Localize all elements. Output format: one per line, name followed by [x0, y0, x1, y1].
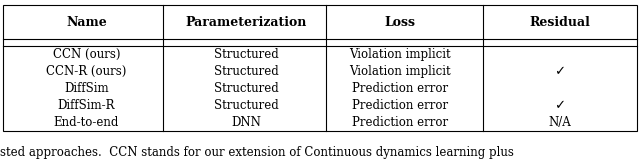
- Text: Name: Name: [66, 16, 107, 29]
- Text: DNN: DNN: [232, 116, 261, 129]
- Text: CCN (ours): CCN (ours): [52, 48, 120, 61]
- Bar: [3, 5, 637, 131]
- Text: Structured: Structured: [214, 48, 279, 61]
- Text: sted approaches.  CCN stands for our extension of Continuous dynamics learning p: sted approaches. CCN stands for our exte…: [0, 146, 514, 159]
- Text: Prediction error: Prediction error: [352, 99, 448, 112]
- Text: N/A: N/A: [548, 116, 572, 129]
- Text: DiffSim: DiffSim: [64, 82, 109, 95]
- Text: Structured: Structured: [214, 99, 279, 112]
- Text: End-to-end: End-to-end: [54, 116, 119, 129]
- Text: Residual: Residual: [529, 16, 591, 29]
- Text: Violation implicit: Violation implicit: [349, 48, 451, 61]
- Text: ✓: ✓: [554, 99, 566, 112]
- Text: Structured: Structured: [214, 82, 279, 95]
- Text: Parameterization: Parameterization: [186, 16, 307, 29]
- Text: Loss: Loss: [385, 16, 415, 29]
- Text: DiffSim-R: DiffSim-R: [58, 99, 115, 112]
- Text: ✓: ✓: [554, 65, 566, 78]
- Text: CCN-R (ours): CCN-R (ours): [46, 65, 127, 78]
- Text: Prediction error: Prediction error: [352, 82, 448, 95]
- Text: Violation implicit: Violation implicit: [349, 65, 451, 78]
- Text: Prediction error: Prediction error: [352, 116, 448, 129]
- Text: Structured: Structured: [214, 65, 279, 78]
